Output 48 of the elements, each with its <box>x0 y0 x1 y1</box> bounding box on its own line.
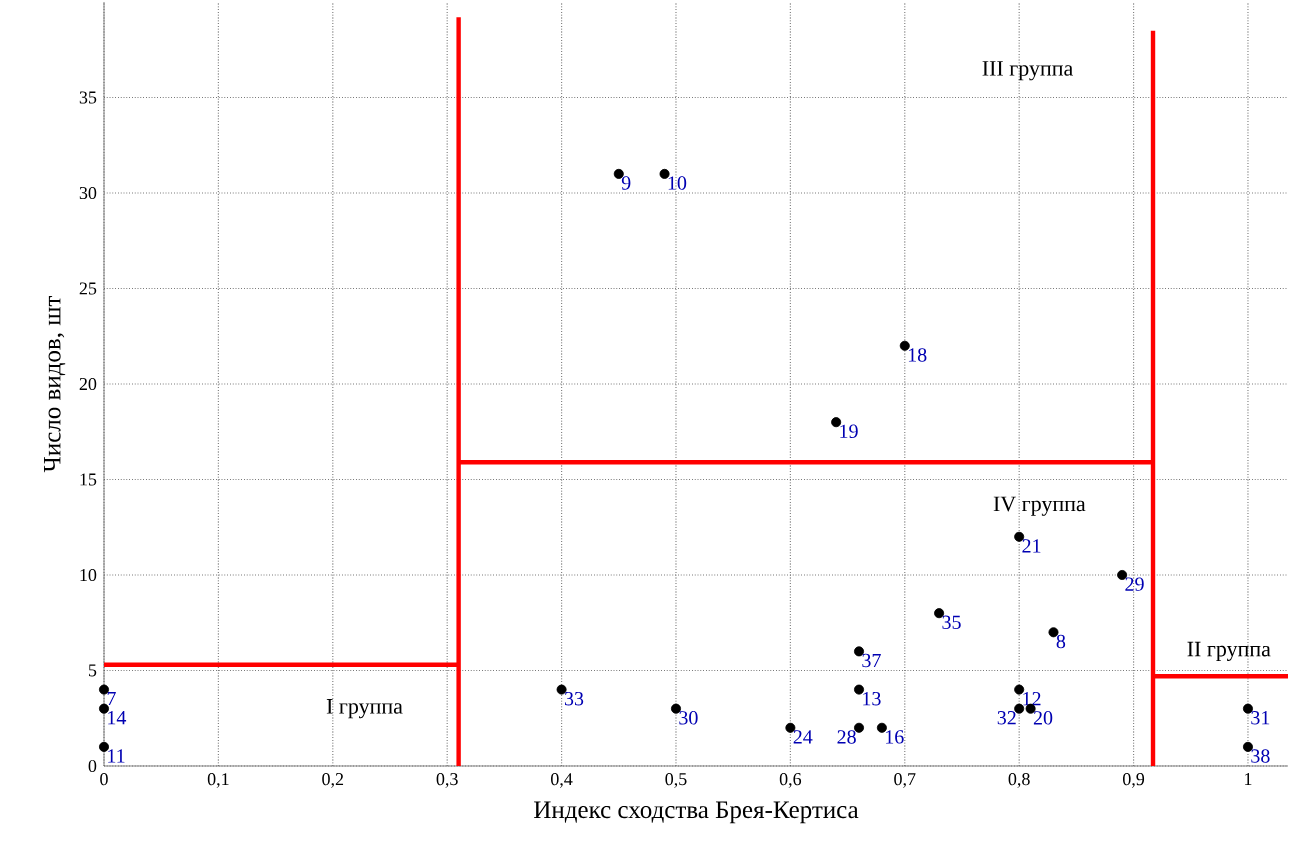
x-tick-label: 0,7 <box>894 773 916 788</box>
y-tick-label: 20 <box>79 377 97 391</box>
x-tick-label: 0,6 <box>779 773 802 788</box>
annotation: 21 <box>1022 539 1041 553</box>
annotation: 11 <box>108 749 125 763</box>
annotation: 9 <box>621 176 631 190</box>
annotation: 20 <box>1033 711 1053 725</box>
annotation: 7 <box>107 691 116 706</box>
annotation: 19 <box>840 424 858 439</box>
annotation: 37 <box>862 653 881 668</box>
annotation: 31 <box>1251 711 1270 725</box>
annotation: 8 <box>1056 634 1066 649</box>
x-tick-label: 0,5 <box>665 773 687 788</box>
x-axis-title: Индекс сходства Брея-Кертиса <box>534 801 859 824</box>
y-tick-label: 15 <box>80 473 97 486</box>
y-tick-label: 25 <box>79 282 97 295</box>
x-tick-label: 0,3 <box>436 773 458 788</box>
annotation: 16 <box>886 730 904 744</box>
annotation: 12 <box>1023 691 1041 706</box>
annotation: 13 <box>863 691 881 706</box>
x-tick-label: 0,8 <box>1008 773 1030 788</box>
x-tick-label: 0,1 <box>207 773 229 788</box>
annotation: I группа <box>326 699 403 719</box>
annotation: 35 <box>942 615 961 630</box>
annotation: 32 <box>997 711 1016 725</box>
y-tick-label: 0 <box>88 759 97 773</box>
y-tick-label: 5 <box>88 664 97 677</box>
annotation: 28 <box>837 730 856 744</box>
annotation: III группа <box>982 61 1073 81</box>
annotation: 29 <box>1125 577 1144 591</box>
annotation: 24 <box>793 730 813 744</box>
y-tick-label: 35 <box>79 91 97 104</box>
annotation: 30 <box>679 711 698 725</box>
annotation: 18 <box>908 348 927 362</box>
annotation: 33 <box>564 691 584 706</box>
annotation: 10 <box>668 176 687 190</box>
annotation: IV группа <box>993 496 1086 516</box>
x-tick-label: 0 <box>100 773 108 786</box>
x-tick-label: 0,9 <box>1123 773 1145 788</box>
y-tick-label: 30 <box>79 186 97 200</box>
x-tick-label: 0,4 <box>551 773 573 788</box>
y-axis-title: Число видов, шт <box>44 295 66 473</box>
annotation: 14 <box>108 711 127 725</box>
x-tick-label: 0,2 <box>322 773 344 788</box>
x-tick-label: 1 <box>1245 773 1252 785</box>
annotation: 38 <box>1251 749 1270 763</box>
y-tick-label: 10 <box>80 568 97 582</box>
annotation: II группа <box>1187 641 1271 661</box>
